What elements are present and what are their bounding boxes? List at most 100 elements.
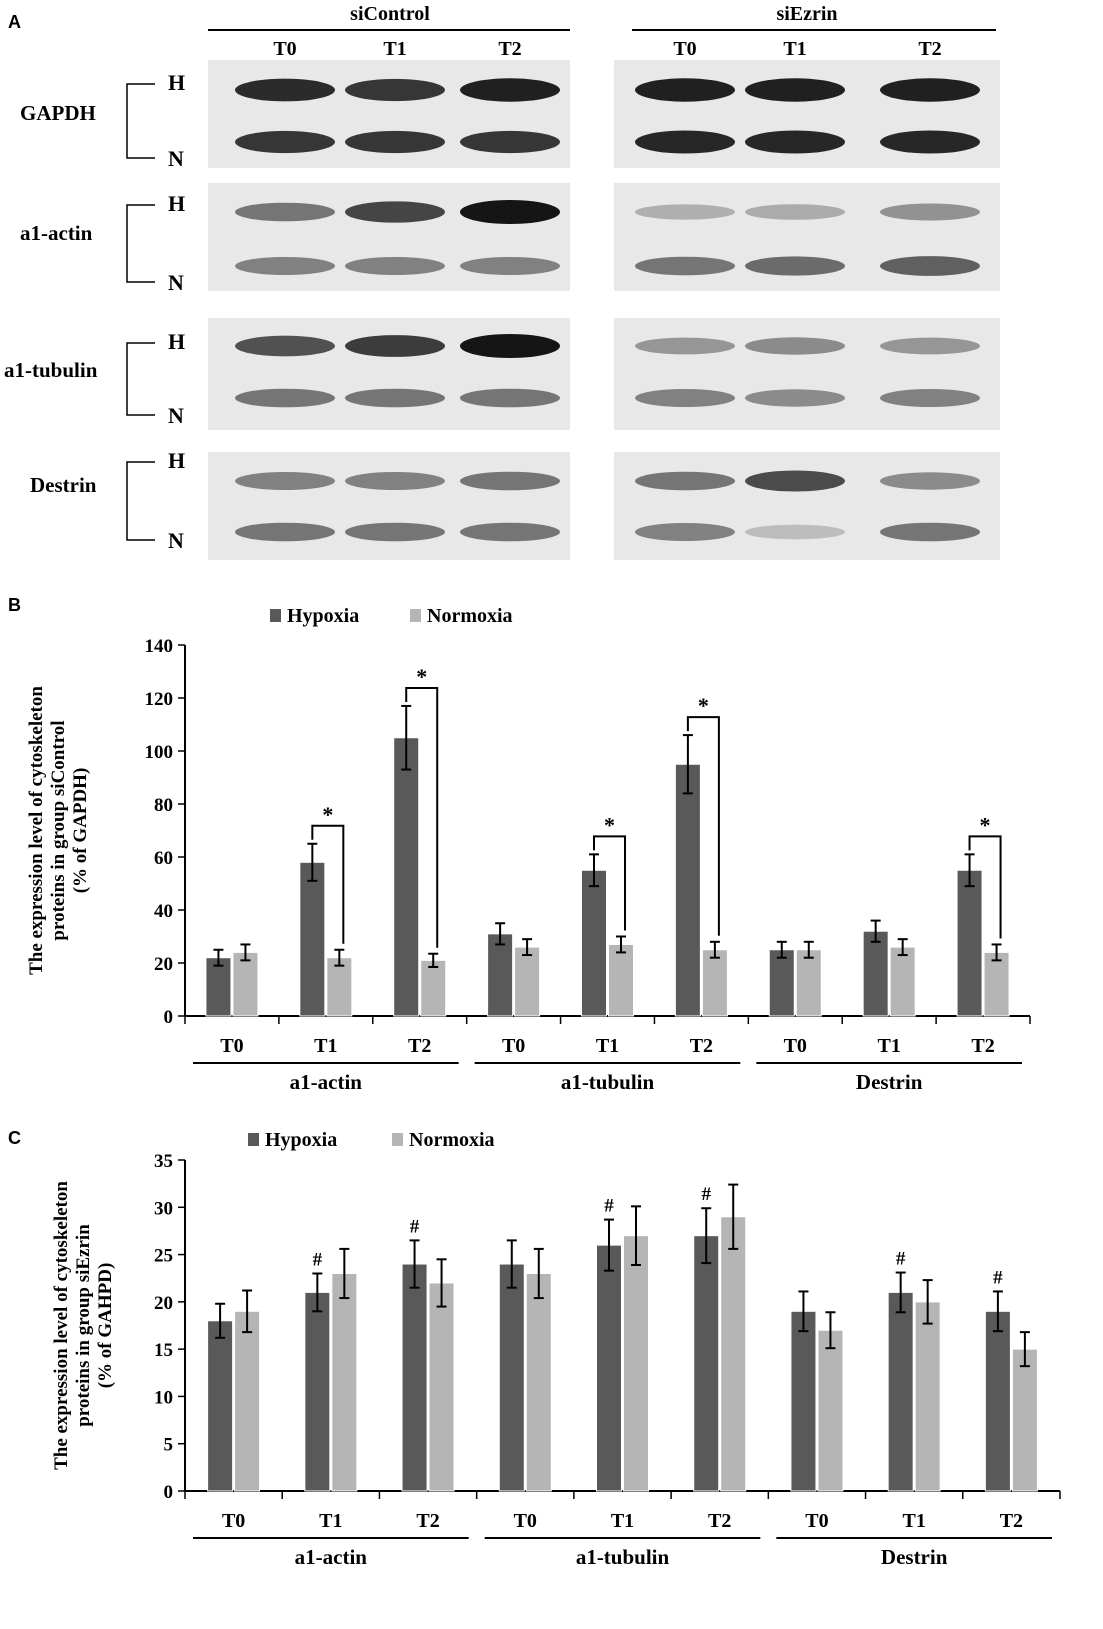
bar-normoxia: [817, 1329, 844, 1492]
bar-hypoxia: [693, 1235, 720, 1492]
bracket: [126, 83, 155, 159]
blot-band: [235, 335, 335, 357]
y-axis-label-line: (% of GAHPD): [95, 1263, 116, 1389]
y-axis-label-line: proteins in group siEzrin: [73, 1224, 94, 1427]
y-tick-label: 35: [154, 1151, 173, 1172]
row-label-N: N: [168, 146, 184, 171]
bar-hypoxia: [487, 933, 514, 1017]
blot-membrane: [614, 318, 1000, 430]
y-axis-label-line: The expression level of cytoskeleton: [26, 686, 47, 975]
blot-band: [880, 337, 980, 355]
blot-band: [235, 472, 335, 490]
x-tick-label-T0: T0: [784, 1035, 807, 1057]
y-tick-label: 140: [145, 636, 174, 657]
x-tick-label-T2: T2: [971, 1035, 994, 1057]
blot-band: [345, 388, 445, 408]
blot-band: [880, 130, 980, 154]
y-tick-label: 40: [154, 901, 173, 922]
blot-band: [345, 201, 445, 223]
legend-swatch-hypoxia: [248, 1133, 259, 1146]
y-tick-label: 120: [145, 689, 174, 710]
legend-swatch-hypoxia: [270, 609, 281, 622]
blot-band: [460, 200, 560, 224]
y-tick-label: 100: [145, 742, 174, 763]
bar-normoxia: [514, 946, 541, 1017]
blot-band: [880, 522, 980, 542]
panel-a-letter: A: [8, 12, 21, 32]
significance-bracket: [405, 686, 439, 948]
blot-band: [635, 204, 735, 220]
lane-label-T0: T0: [673, 38, 696, 60]
y-tick-label: 0: [164, 1007, 174, 1028]
blot-band: [460, 334, 560, 358]
bar-hypoxia: [304, 1291, 331, 1492]
y-tick-label: 5: [164, 1435, 174, 1456]
blot-membrane: [208, 452, 570, 560]
bar-normoxia: [914, 1301, 941, 1492]
x-tick-label-T0: T0: [805, 1510, 828, 1532]
bar-normoxia: [331, 1272, 358, 1492]
significance-star: *: [604, 812, 615, 837]
blot-band: [635, 256, 735, 276]
blot-band: [880, 472, 980, 490]
blot-band: [745, 78, 845, 102]
legend-label-hypoxia: Hypoxia: [265, 1129, 337, 1151]
bar-normoxia: [720, 1216, 747, 1492]
lane-label-T0: T0: [273, 38, 296, 60]
blot-band: [635, 389, 735, 407]
blot-band: [235, 202, 335, 222]
bar-normoxia: [420, 959, 447, 1017]
protein-label-Destrin: Destrin: [30, 473, 97, 497]
y-tick-label: 15: [154, 1340, 173, 1361]
bar-normoxia: [795, 949, 822, 1017]
x-tick-label-T1: T1: [319, 1510, 342, 1532]
x-tick-label-T0: T0: [222, 1510, 245, 1532]
bar-hypoxia: [393, 737, 420, 1017]
protein-label-a1-tubulin: a1-tubulin: [4, 358, 98, 382]
bar-hypoxia: [956, 869, 983, 1017]
bar-normoxia: [1011, 1348, 1038, 1492]
row-label-H: H: [168, 70, 185, 95]
blot-band: [745, 389, 845, 407]
blot-band: [460, 388, 560, 408]
bar-hypoxia: [401, 1263, 428, 1492]
lane-label-T1: T1: [383, 38, 406, 60]
x-tick-label-T0: T0: [220, 1035, 243, 1057]
blot-band: [235, 78, 335, 102]
blot-band: [460, 78, 560, 102]
bracket: [126, 342, 155, 416]
bar-normoxia: [623, 1235, 649, 1492]
bracket: [126, 204, 155, 283]
blot-band: [635, 130, 735, 154]
blot-band: [880, 256, 980, 276]
y-tick-label: 30: [154, 1198, 173, 1219]
y-tick-label: 10: [154, 1387, 173, 1408]
bar-normoxia: [889, 946, 916, 1017]
bar-hypoxia: [207, 1320, 234, 1492]
protein-label-GAPDH: GAPDH: [20, 101, 96, 125]
blot-band: [745, 524, 845, 540]
blot-band: [635, 523, 735, 541]
bar-hypoxia: [790, 1310, 817, 1492]
bar-hypoxia: [581, 869, 607, 1017]
x-tick-label-T1: T1: [877, 1035, 900, 1057]
legend-label-normoxia: Normoxia: [409, 1129, 495, 1151]
row-label-H: H: [168, 329, 185, 354]
significance-bracket: [311, 824, 345, 944]
legend-label-hypoxia: Hypoxia: [287, 605, 359, 627]
significance-bracket: [686, 716, 720, 936]
blot-band: [635, 471, 735, 491]
group-label-a1-tubulin: a1-tubulin: [576, 1545, 670, 1569]
bar-normoxia: [701, 949, 728, 1017]
row-label-N: N: [168, 528, 184, 553]
row-label-N: N: [168, 270, 184, 295]
blot-band: [460, 522, 560, 542]
row-label-N: N: [168, 403, 184, 428]
lane-label-T2: T2: [498, 38, 521, 60]
blot-band: [460, 257, 560, 275]
blot-band: [345, 472, 445, 490]
blot-band: [880, 389, 980, 407]
x-tick-label-T2: T2: [690, 1035, 713, 1057]
y-tick-label: 25: [154, 1246, 173, 1267]
group-label-a1-actin: a1-actin: [295, 1545, 368, 1569]
